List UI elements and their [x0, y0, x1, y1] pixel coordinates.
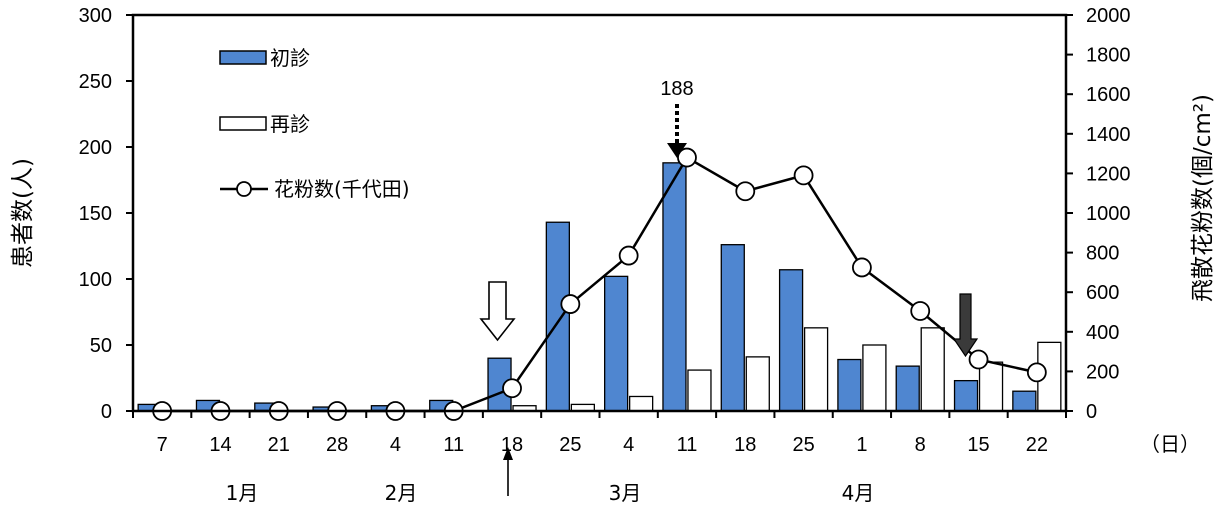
right-tick-label: 400 [1086, 322, 1119, 344]
x-tick-label: 14 [209, 434, 231, 456]
right-tick-label: 1400 [1086, 124, 1131, 146]
pollen-point [503, 379, 521, 397]
x-tick-label: 8 [915, 434, 926, 456]
bar-first-visit [896, 366, 919, 411]
left-tick-label: 0 [101, 401, 112, 423]
peak-value-label: 188 [660, 78, 693, 100]
legend-swatch-first-visit [220, 51, 266, 64]
dark-down-arrow [954, 294, 977, 356]
bar-revisit [980, 362, 1003, 411]
bar-first-visit [721, 245, 744, 411]
y-right-title: 飛散花粉数(個/cm²) [1190, 94, 1216, 302]
legend-marker-pollen [237, 182, 251, 196]
right-tick-label: 600 [1086, 282, 1119, 304]
x-tick-label: 1 [856, 434, 867, 456]
bar-first-visit [663, 163, 686, 411]
legend-label-pollen: 花粉数(千代田) [274, 177, 410, 201]
x-tick-label: 18 [734, 434, 756, 456]
pollen-point [736, 182, 754, 200]
x-tick-label: 22 [1026, 434, 1048, 456]
month-label: 3月 [609, 481, 642, 505]
bar-first-visit [1013, 391, 1036, 411]
legend-label-first-visit: 初診 [270, 46, 310, 70]
left-tick-label: 250 [79, 71, 112, 93]
x-tick-label: 11 [443, 434, 464, 456]
bar-revisit [688, 370, 711, 411]
pollen-point [911, 302, 929, 320]
left-tick-label: 50 [90, 335, 112, 357]
x-tick-label: 28 [326, 434, 348, 456]
bar-first-visit [605, 276, 628, 411]
legend-swatch-revisit [220, 117, 266, 130]
right-tick-label: 2000 [1086, 5, 1131, 27]
legend: 初診 再診 花粉数(千代田) [220, 46, 410, 201]
left-tick-label: 100 [79, 269, 112, 291]
bar-revisit [630, 396, 653, 411]
x-tick-label: 15 [967, 434, 989, 456]
right-tick-label: 800 [1086, 243, 1119, 265]
left-tick-label: 150 [79, 203, 112, 225]
pollen-point [1028, 363, 1046, 381]
left-tick-label: 200 [79, 137, 112, 159]
bar-revisit [921, 328, 944, 411]
month-label: 2月 [385, 481, 418, 505]
x-unit-label: （日） [1140, 432, 1200, 456]
y-left-title: 患者数(人) [10, 158, 36, 268]
pollen-point [795, 166, 813, 184]
bar-first-visit [955, 381, 978, 411]
right-tick-label: 1000 [1086, 203, 1131, 225]
pollen-point [970, 351, 988, 369]
bar-first-visit [780, 270, 803, 411]
bar-revisit [805, 328, 828, 411]
right-tick-label: 1200 [1086, 163, 1131, 185]
right-tick-label: 0 [1086, 401, 1097, 423]
month-label: 4月 [842, 481, 875, 505]
bar-revisit [863, 345, 886, 411]
x-tick-label: 18 [501, 434, 523, 456]
x-tick-label: 4 [390, 434, 401, 456]
x-tick-label: 25 [559, 434, 581, 456]
x-tick-label: 7 [157, 434, 168, 456]
bar-revisit [746, 357, 769, 411]
pollen-point [620, 247, 638, 265]
right-tick-label: 200 [1086, 361, 1119, 383]
x-tick-label: 21 [268, 434, 290, 456]
left-axis: 0 50 100 150 200 250 300 [79, 5, 133, 423]
bar-first-visit [838, 360, 861, 411]
pollen-point [561, 295, 579, 313]
right-axis: 0 200 400 600 800 1000 1200 1400 1600 1800 2000 [1066, 5, 1131, 423]
right-tick-label: 1800 [1086, 45, 1131, 67]
left-tick-label: 300 [79, 5, 112, 27]
pollen-point [853, 258, 871, 276]
bar-first-visit [546, 222, 569, 411]
hollow-down-arrow [481, 282, 514, 340]
legend-label-revisit: 再診 [270, 112, 310, 136]
x-tick-label: 4 [623, 434, 634, 456]
x-tick-label: 11 [677, 434, 698, 456]
right-tick-label: 1600 [1086, 84, 1131, 106]
x-tick-label: 25 [792, 434, 814, 456]
month-label: 1月 [226, 481, 259, 505]
